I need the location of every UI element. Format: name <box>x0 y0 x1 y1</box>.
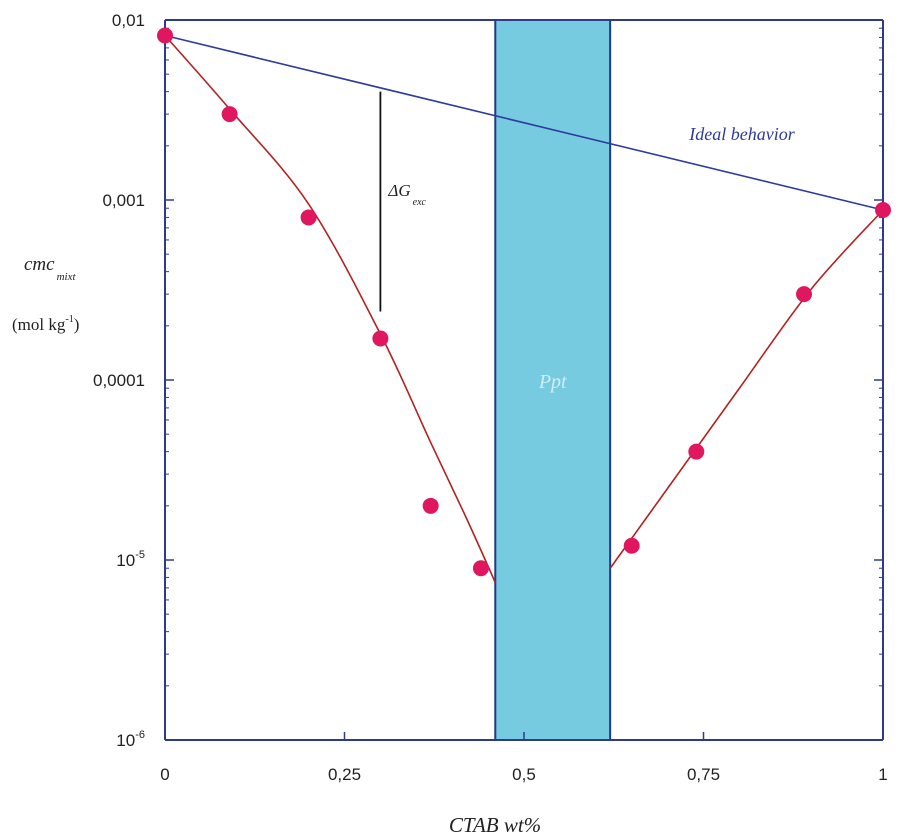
y-tick-label: 0,0001 <box>93 371 145 390</box>
data-point <box>157 27 173 44</box>
y-tick-label: 0,01 <box>112 11 145 30</box>
delta-g-label: ΔGexc <box>387 181 426 208</box>
x-axis-label: CTAB wt% <box>449 813 541 837</box>
y-axis-label: cmcmixt <box>24 254 76 283</box>
x-tick-label: 1 <box>878 765 887 784</box>
y-axis-unit-post: ) <box>74 315 80 334</box>
data-point <box>472 560 489 577</box>
band-label: Ppt <box>538 371 567 393</box>
y-tick-label: 0,001 <box>102 191 145 210</box>
delta-g-label-main: ΔG <box>387 181 410 200</box>
y-axis-unit-pre: (mol kg <box>12 315 66 334</box>
x-tick-label: 0,5 <box>512 765 536 784</box>
precipitation-band-layer: Ppt <box>494 20 612 740</box>
y-axis-label-main: cmc <box>24 254 55 275</box>
lines-layer: Ideal behavior <box>164 34 884 583</box>
ideal-behavior-label: Ideal behavior <box>688 124 795 144</box>
data-point <box>372 330 389 347</box>
delta-g-label-sub: exc <box>413 197 427 208</box>
y-axis-unit: (mol kg-1) <box>12 314 79 334</box>
data-point <box>221 106 238 123</box>
data-point <box>623 537 640 554</box>
labels-layer: CTAB wt% cmcmixt (mol kg-1) ΔGexc <box>12 181 541 837</box>
x-tick-label: 0 <box>160 765 169 784</box>
y-axis-label-sub: mixt <box>57 271 77 283</box>
data-point <box>796 286 813 303</box>
x-tick-label: 0,25 <box>328 765 361 784</box>
points-layer <box>157 27 891 577</box>
y-tick-label-base: 10 <box>116 731 135 750</box>
fit-curve-2 <box>609 209 884 569</box>
data-point <box>300 209 317 226</box>
fit-curve-1 <box>164 34 497 583</box>
y-axis-unit-exp: -1 <box>65 314 73 325</box>
y-tick-label-exp: -5 <box>135 549 145 561</box>
data-point <box>422 497 439 514</box>
y-tick-label: 10-5 <box>116 549 145 570</box>
precipitation-band <box>495 20 611 740</box>
x-tick-label: 0,75 <box>687 765 720 784</box>
y-tick-label-base: 10 <box>116 551 135 570</box>
data-point <box>875 201 891 218</box>
y-tick-label-exp: -6 <box>135 729 145 741</box>
y-tick-label: 10-6 <box>116 729 145 750</box>
data-point <box>688 443 705 460</box>
ideal-behavior-line <box>164 34 884 211</box>
